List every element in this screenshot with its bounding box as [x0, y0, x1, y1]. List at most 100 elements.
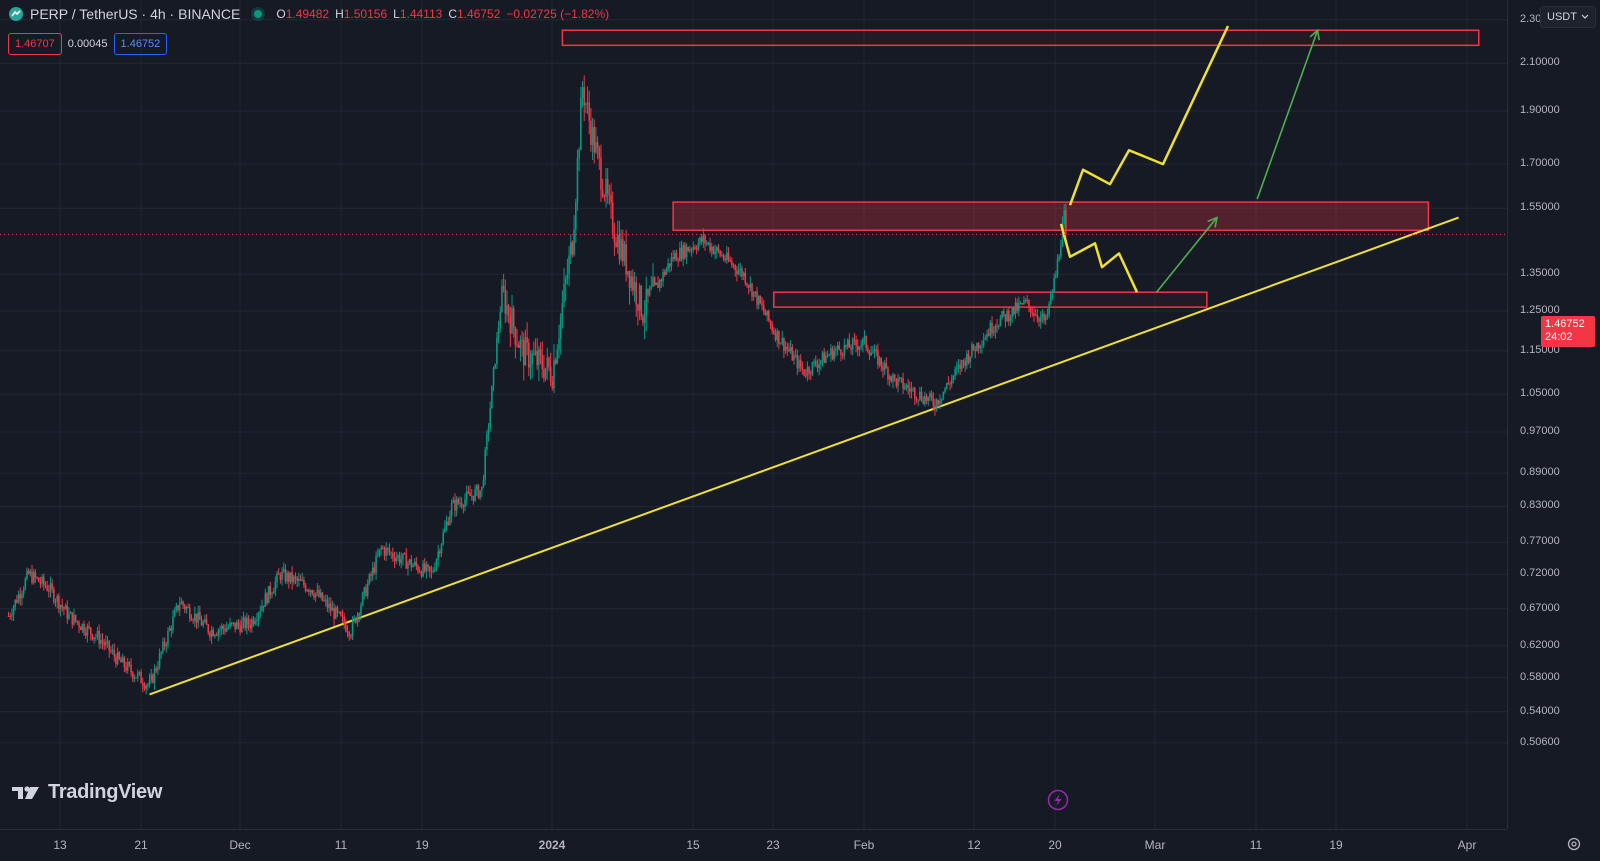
candle-body	[1039, 317, 1042, 322]
candle-body	[522, 340, 525, 366]
candle-body	[422, 563, 424, 577]
candle-body	[172, 616, 174, 631]
candle-body	[11, 615, 13, 617]
candle-body	[757, 296, 760, 305]
candle-body	[31, 571, 33, 583]
time-tick: 19	[415, 838, 429, 852]
candle-body	[611, 202, 614, 235]
price-tick: 0.58000	[1520, 670, 1560, 683]
candle-body	[469, 492, 471, 496]
candle-body	[51, 583, 53, 589]
tradingview-logo[interactable]: TradingView	[12, 781, 162, 804]
buy-button[interactable]: 1.46752	[113, 33, 168, 55]
candle-body	[153, 668, 156, 683]
candle-body	[21, 593, 23, 599]
candle-body	[81, 623, 84, 630]
candle-body	[657, 282, 659, 288]
candle-body	[123, 657, 126, 668]
candle-body	[237, 622, 240, 626]
projection-arrowhead	[1309, 28, 1320, 41]
candle-body	[464, 499, 466, 508]
candle-body	[551, 381, 554, 389]
price-chart[interactable]	[0, 0, 1507, 829]
candle-body	[116, 652, 119, 665]
currency-dropdown[interactable]: USDT	[1540, 6, 1596, 28]
candle-body	[1041, 313, 1044, 318]
candle-body	[1043, 313, 1045, 321]
candle-body	[652, 277, 654, 287]
candle-body	[128, 662, 131, 665]
candle-body	[303, 579, 305, 586]
candle-body	[267, 586, 270, 604]
time-tick: 11	[1249, 838, 1263, 852]
price-tick: 0.97000	[1520, 425, 1560, 438]
candle-body	[355, 617, 357, 623]
time-tick: Mar	[1144, 838, 1166, 852]
candle-body	[759, 296, 762, 304]
candle-body	[804, 375, 807, 377]
candle-body	[71, 612, 74, 625]
time-scale[interactable]: 13 21 Dec 11 19 2024 15 23 Feb 12 20 Mar 11 19 Apr	[0, 829, 1507, 861]
candle-body	[311, 590, 314, 595]
chart-area[interactable]	[0, 0, 1507, 829]
candle-body	[882, 366, 884, 371]
candle-body	[643, 315, 646, 323]
candle-body	[749, 283, 752, 288]
candle-body	[996, 325, 998, 327]
projection-arrow	[1256, 29, 1319, 200]
candle-body	[481, 486, 483, 491]
candle-body	[687, 247, 690, 252]
candle-body	[618, 234, 621, 260]
candle-body	[887, 368, 889, 380]
candle-body	[705, 243, 708, 245]
price-scale[interactable]: 2.700002.500002.300002.100001.900001.700…	[1507, 0, 1600, 829]
candle-body	[873, 349, 876, 353]
candle-body	[83, 623, 85, 633]
candle-body	[66, 605, 69, 619]
candle-body	[143, 686, 146, 689]
candle-body	[702, 235, 705, 242]
candle-body	[774, 333, 777, 341]
candle-body	[425, 564, 428, 572]
candle-body	[175, 605, 178, 611]
candle-body	[348, 632, 351, 637]
candle-body	[145, 685, 147, 689]
candle-body	[989, 322, 992, 336]
candle-body	[455, 498, 458, 511]
candle-body	[724, 258, 726, 261]
candle-body	[27, 570, 30, 574]
candle-body	[360, 605, 362, 616]
candle-body	[407, 562, 409, 569]
price-tick: 1.90000	[1520, 103, 1560, 116]
candle-body	[358, 613, 361, 616]
candle-body	[627, 271, 629, 275]
candle-body	[293, 576, 295, 583]
candle-body	[205, 619, 208, 625]
candle-body	[180, 601, 183, 604]
candle-body	[808, 367, 810, 374]
candle-body	[1063, 209, 1065, 224]
ohlc-low: L1.44113	[393, 7, 443, 21]
candle-body	[291, 572, 293, 583]
low-value: 1.44113	[399, 7, 443, 21]
settings-gear-icon[interactable]	[1566, 836, 1582, 852]
candle-body	[58, 596, 60, 610]
symbol-logo-icon[interactable]	[8, 6, 24, 22]
candle-body	[427, 564, 429, 567]
candle-body	[69, 612, 72, 614]
sell-button[interactable]: 1.46707	[8, 33, 62, 55]
candle-body	[855, 339, 857, 346]
candle-body	[731, 261, 733, 266]
ohlc-high: H1.50156	[335, 7, 388, 21]
candle-body	[428, 566, 431, 571]
price-tick: 0.50600	[1520, 735, 1560, 748]
candle-body	[408, 559, 411, 563]
candle-body	[345, 623, 347, 632]
lightning-icon[interactable]	[1047, 789, 1069, 811]
candle-body	[801, 366, 804, 370]
symbol-title[interactable]: PERP / TetherUS · 4h · BINANCE	[30, 6, 241, 22]
candle-body	[1051, 291, 1054, 294]
candle-body	[506, 305, 508, 314]
candle-body	[141, 683, 144, 687]
candle-body	[279, 574, 282, 580]
